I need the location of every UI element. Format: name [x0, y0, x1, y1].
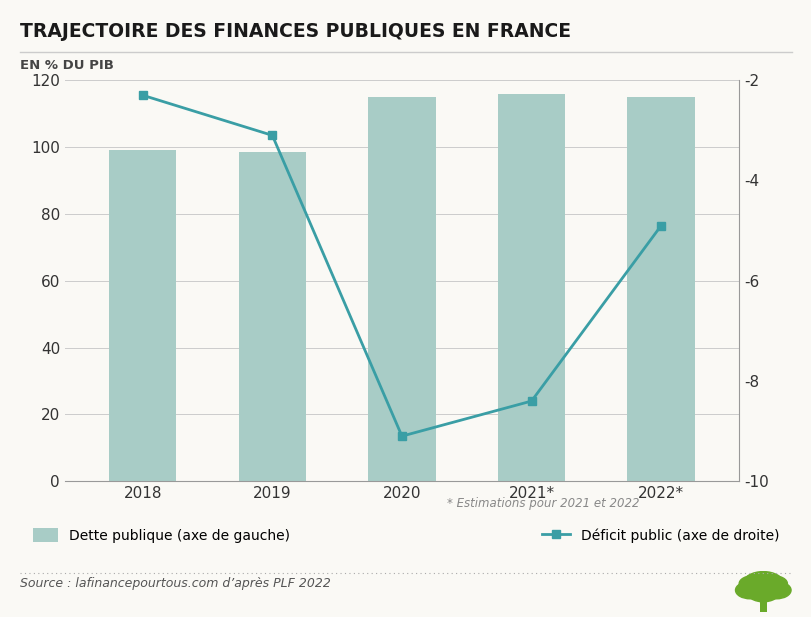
- Circle shape: [746, 583, 779, 602]
- Text: Source : lafinancepourtous.com d’après PLF 2022: Source : lafinancepourtous.com d’après P…: [20, 577, 331, 590]
- Circle shape: [761, 581, 790, 598]
- Bar: [627, 97, 694, 481]
- Text: EN % DU PIB: EN % DU PIB: [20, 59, 114, 72]
- Legend: Dette publique (axe de gauche): Dette publique (axe de gauche): [28, 523, 295, 549]
- Circle shape: [760, 576, 787, 592]
- Bar: [238, 152, 306, 481]
- Bar: [368, 97, 435, 481]
- Polygon shape: [759, 601, 766, 612]
- Legend: Déficit public (axe de droite): Déficit public (axe de droite): [535, 523, 783, 549]
- Bar: [497, 94, 564, 481]
- Text: * Estimations pour 2021 et 2022: * Estimations pour 2021 et 2022: [446, 497, 638, 510]
- Bar: [109, 151, 176, 481]
- Circle shape: [738, 576, 765, 592]
- Circle shape: [735, 581, 764, 598]
- Text: TRAJECTOIRE DES FINANCES PUBLIQUES EN FRANCE: TRAJECTOIRE DES FINANCES PUBLIQUES EN FR…: [20, 22, 571, 41]
- Circle shape: [742, 571, 783, 596]
